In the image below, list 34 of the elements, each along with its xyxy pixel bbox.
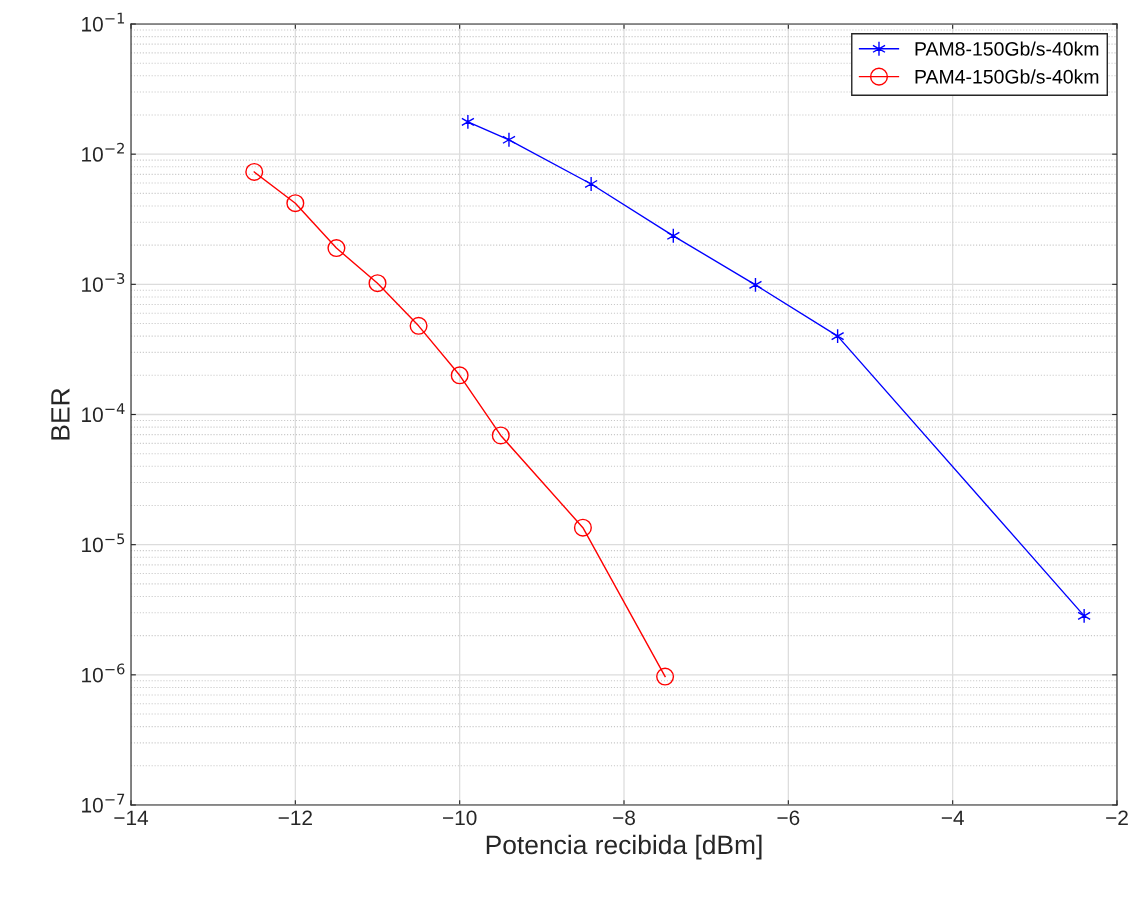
y-tick-label: 10$^{−1}$ [82, 12, 125, 32]
y-tick-label: 10$^{−6}$ [82, 663, 125, 683]
point [1077, 608, 1091, 624]
point [368, 274, 387, 293]
point [830, 328, 845, 344]
point [666, 228, 681, 244]
point [573, 518, 592, 537]
point [584, 176, 598, 192]
x-tick-label: −14 [114, 810, 149, 825]
x-tick-label: −2 [1106, 810, 1128, 825]
x-tick-label: −8 [613, 810, 635, 826]
y-tick-label: 10$^{−2}$ [82, 142, 124, 162]
point [327, 239, 346, 258]
point [461, 114, 475, 130]
y-tick-label: 10$^{−7}$ [82, 793, 125, 813]
point [656, 667, 675, 686]
point [409, 316, 428, 335]
point [748, 277, 763, 293]
legend-label: PAM4-150Gb/s-40km [915, 69, 1099, 84]
x-tick-label: −6 [777, 810, 800, 826]
point [450, 366, 469, 385]
point [491, 426, 510, 445]
x-tick-label: −12 [278, 810, 312, 825]
x-axis-title: Potencia recibida [dBm] [486, 834, 762, 860]
x-tick-label: −4 [941, 810, 964, 825]
y-tick-label: 10$^{−4}$ [82, 403, 125, 423]
y-tick-label: 10$^{−5}$ [82, 533, 125, 553]
x-tick-label: −10 [443, 810, 477, 826]
legend-label: PAM8-150Gb/s-40km [915, 41, 1099, 56]
y-axis-title: BER [51, 388, 70, 440]
point [502, 132, 516, 148]
y-tick-label: 10$^{−3}$ [82, 272, 125, 292]
point [245, 162, 264, 181]
point [286, 194, 305, 213]
